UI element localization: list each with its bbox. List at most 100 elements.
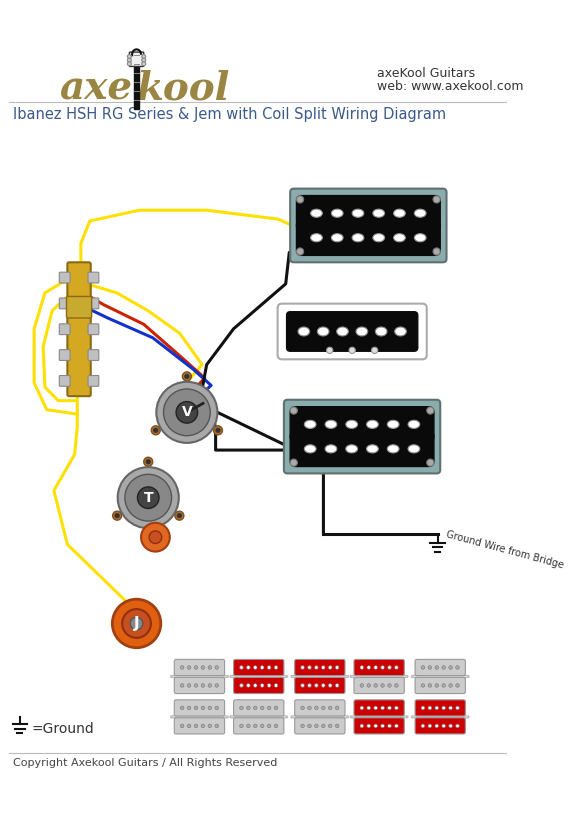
Circle shape (428, 684, 431, 687)
Circle shape (194, 684, 198, 687)
Circle shape (156, 382, 217, 443)
Circle shape (335, 666, 339, 669)
Circle shape (301, 724, 304, 728)
Circle shape (253, 724, 257, 728)
FancyBboxPatch shape (68, 263, 91, 396)
Ellipse shape (394, 233, 405, 241)
Circle shape (268, 706, 271, 710)
Circle shape (367, 666, 371, 669)
Circle shape (268, 666, 271, 669)
Circle shape (253, 666, 257, 669)
Circle shape (144, 457, 153, 466)
Ellipse shape (331, 233, 343, 241)
Circle shape (142, 54, 146, 59)
FancyBboxPatch shape (296, 196, 440, 231)
Circle shape (442, 684, 445, 687)
Circle shape (194, 706, 198, 710)
Ellipse shape (311, 209, 323, 217)
FancyBboxPatch shape (290, 189, 446, 263)
Circle shape (381, 684, 384, 687)
Circle shape (421, 684, 425, 687)
Circle shape (388, 724, 391, 728)
Circle shape (296, 196, 304, 203)
Circle shape (215, 724, 218, 728)
Circle shape (215, 684, 218, 687)
Circle shape (215, 666, 218, 669)
Circle shape (442, 724, 445, 728)
Circle shape (115, 514, 119, 518)
FancyBboxPatch shape (295, 700, 345, 716)
Circle shape (274, 666, 278, 669)
FancyBboxPatch shape (174, 718, 225, 734)
Text: Copyright Axekool Guitars / All Rights Reserved: Copyright Axekool Guitars / All Rights R… (13, 758, 277, 767)
Circle shape (151, 426, 160, 435)
Ellipse shape (325, 420, 337, 428)
Circle shape (435, 724, 438, 728)
Circle shape (268, 724, 271, 728)
Circle shape (381, 706, 384, 710)
Circle shape (260, 684, 264, 687)
Circle shape (395, 666, 398, 669)
FancyBboxPatch shape (88, 376, 99, 386)
Ellipse shape (367, 445, 378, 453)
Circle shape (138, 487, 159, 508)
FancyBboxPatch shape (59, 298, 70, 309)
Circle shape (433, 248, 440, 255)
Circle shape (208, 706, 211, 710)
Circle shape (260, 724, 264, 728)
Circle shape (201, 666, 205, 669)
Circle shape (428, 666, 431, 669)
Circle shape (176, 402, 198, 423)
FancyBboxPatch shape (277, 303, 427, 359)
Circle shape (142, 62, 146, 66)
Circle shape (274, 706, 278, 710)
Circle shape (180, 724, 184, 728)
Circle shape (308, 684, 311, 687)
FancyBboxPatch shape (88, 298, 99, 309)
Circle shape (208, 666, 211, 669)
Circle shape (180, 706, 184, 710)
Text: =Ground: =Ground (32, 722, 94, 736)
Circle shape (388, 706, 391, 710)
FancyBboxPatch shape (129, 52, 144, 67)
FancyBboxPatch shape (354, 659, 405, 676)
FancyBboxPatch shape (66, 297, 92, 318)
Ellipse shape (394, 209, 405, 217)
Ellipse shape (346, 420, 358, 428)
Text: Ibanez HSH RG Series & Jem with Coil Split Wiring Diagram: Ibanez HSH RG Series & Jem with Coil Spl… (13, 107, 446, 123)
Circle shape (113, 511, 121, 520)
Circle shape (449, 666, 453, 669)
Circle shape (449, 684, 453, 687)
Text: T: T (143, 491, 153, 505)
FancyBboxPatch shape (415, 677, 465, 693)
Circle shape (185, 374, 189, 379)
Circle shape (268, 684, 271, 687)
FancyBboxPatch shape (59, 350, 70, 360)
Circle shape (301, 666, 304, 669)
Circle shape (315, 724, 318, 728)
Circle shape (301, 706, 304, 710)
Circle shape (456, 684, 460, 687)
Circle shape (127, 59, 131, 62)
Text: J: J (134, 616, 139, 631)
Circle shape (442, 666, 445, 669)
Circle shape (456, 666, 460, 669)
Circle shape (381, 724, 384, 728)
Circle shape (274, 724, 278, 728)
Circle shape (327, 347, 333, 354)
Ellipse shape (408, 445, 420, 453)
Circle shape (371, 347, 378, 354)
FancyBboxPatch shape (295, 677, 345, 693)
Ellipse shape (387, 445, 399, 453)
Circle shape (435, 706, 438, 710)
Circle shape (374, 724, 378, 728)
Circle shape (374, 684, 378, 687)
FancyBboxPatch shape (354, 677, 405, 693)
Circle shape (194, 666, 198, 669)
FancyBboxPatch shape (296, 220, 440, 255)
Circle shape (433, 196, 440, 203)
Circle shape (435, 666, 438, 669)
FancyBboxPatch shape (88, 350, 99, 360)
Circle shape (449, 706, 453, 710)
Circle shape (367, 706, 371, 710)
